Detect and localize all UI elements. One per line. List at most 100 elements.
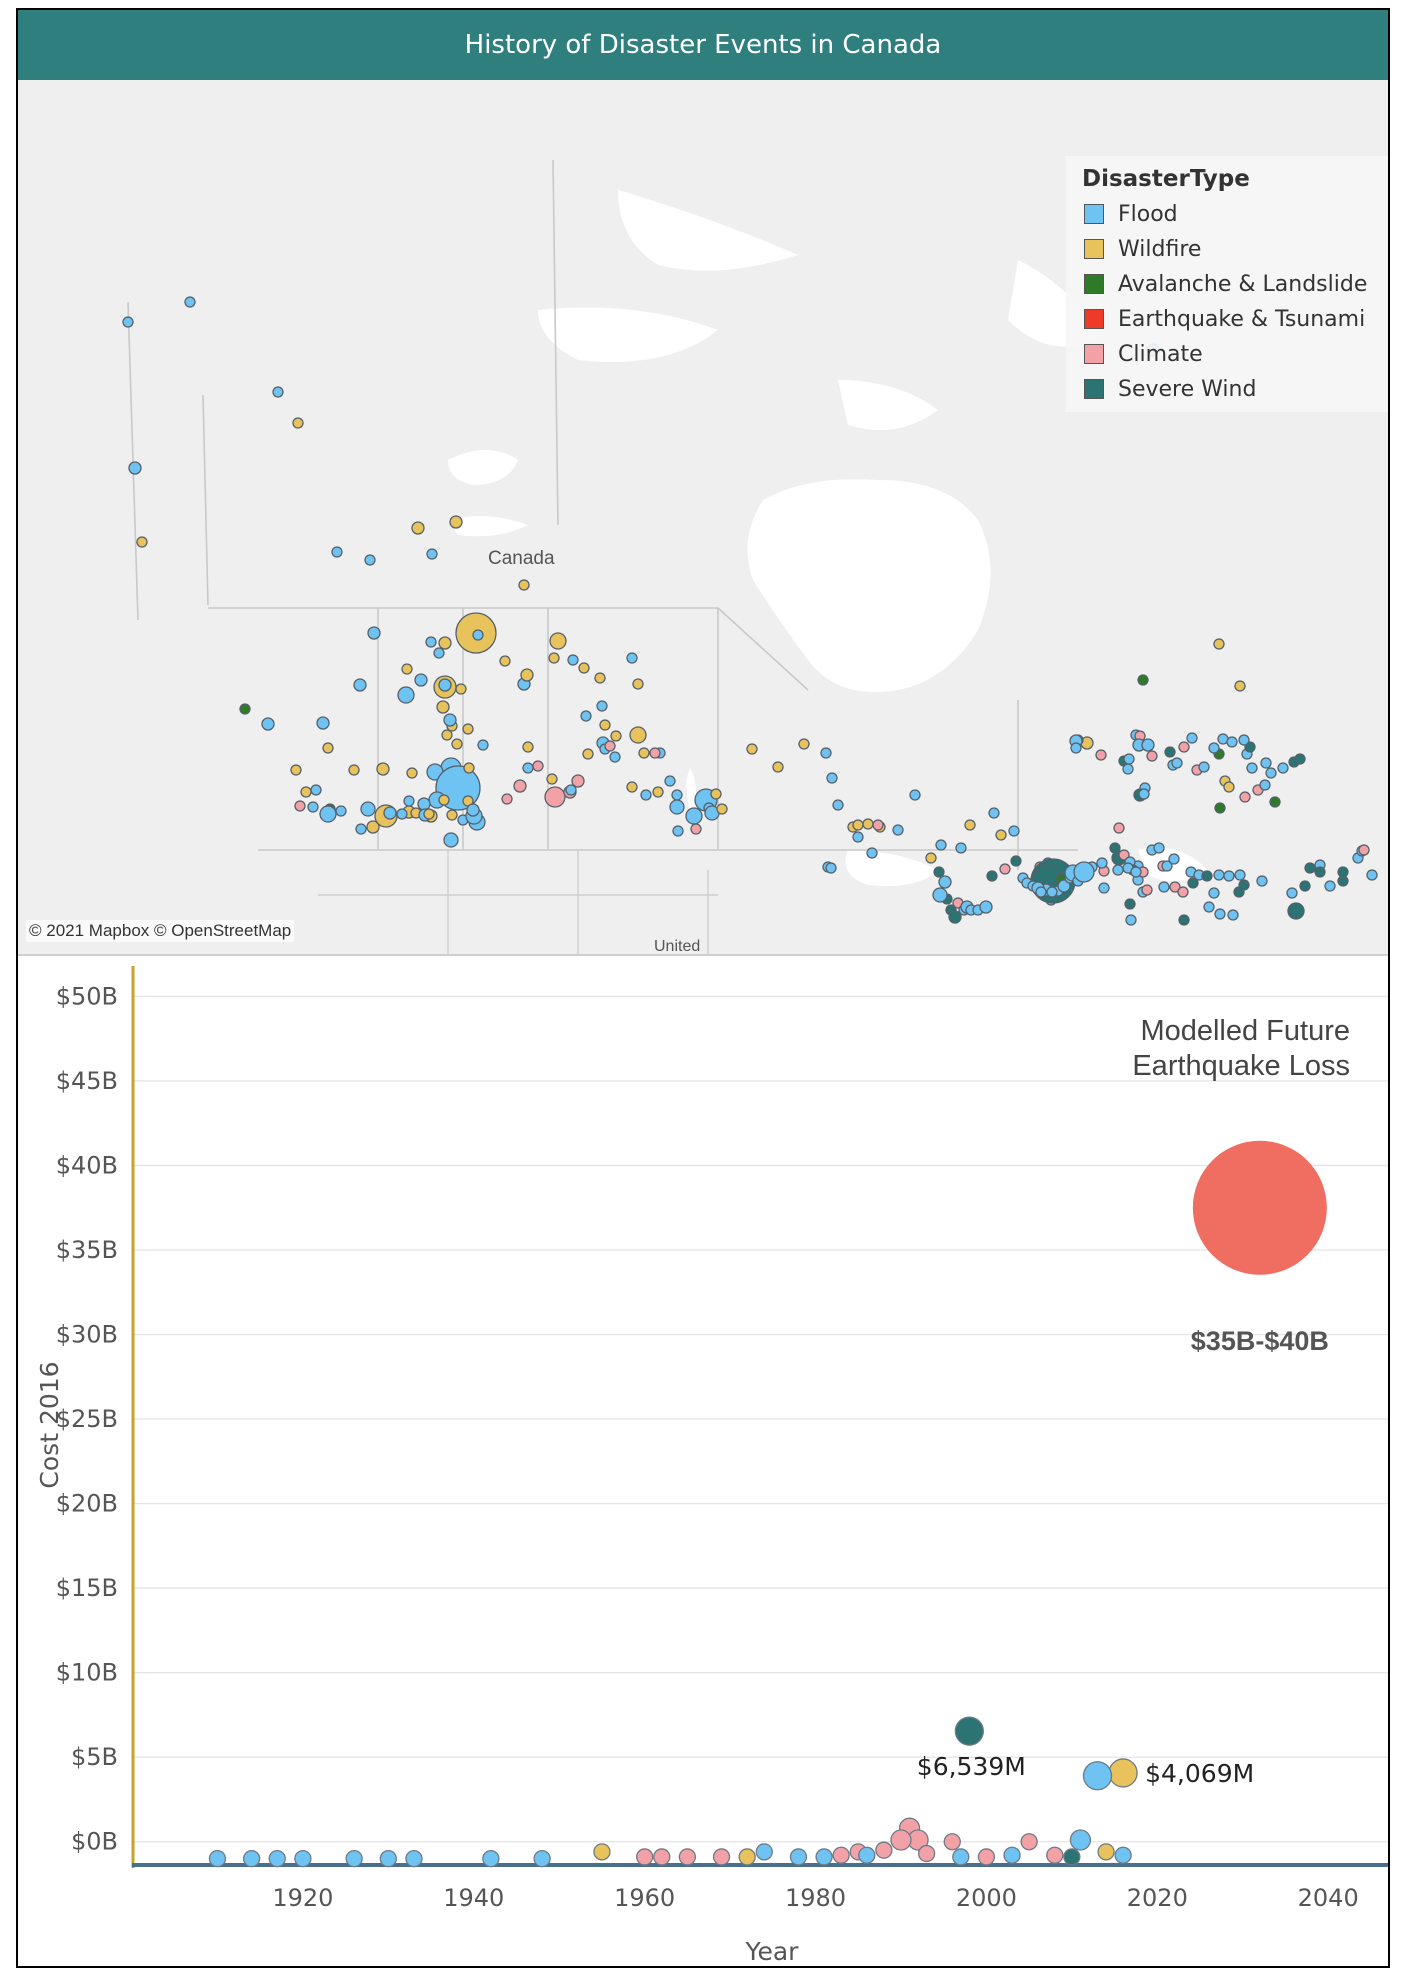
map-event-marker[interactable] xyxy=(239,703,251,715)
cost-event-point[interactable] xyxy=(294,1849,312,1868)
map-event-marker[interactable] xyxy=(596,700,608,712)
map-event-marker[interactable] xyxy=(1244,741,1256,753)
map-event-marker[interactable] xyxy=(1137,674,1149,686)
map-event-marker[interactable] xyxy=(436,700,450,714)
map-event-marker[interactable] xyxy=(825,862,837,874)
map-event-marker[interactable] xyxy=(1169,881,1181,893)
map-event-marker[interactable] xyxy=(449,515,463,529)
map-event-marker[interactable] xyxy=(669,799,685,815)
map-event-marker[interactable] xyxy=(571,774,585,788)
map-event-marker[interactable] xyxy=(383,806,397,820)
cost-event-point[interactable] xyxy=(977,1848,996,1866)
map-event-marker[interactable] xyxy=(938,875,952,889)
cost-event-point[interactable] xyxy=(789,1848,808,1866)
map-event-marker[interactable] xyxy=(1203,901,1215,913)
map-event-marker[interactable] xyxy=(604,740,616,752)
map-event-marker[interactable] xyxy=(1186,732,1198,744)
map-event-marker[interactable] xyxy=(411,521,425,535)
map-event-marker[interactable] xyxy=(1096,857,1108,869)
map-event-marker[interactable] xyxy=(438,678,452,692)
map-event-marker[interactable] xyxy=(1366,869,1378,881)
map-event-marker[interactable] xyxy=(1177,886,1189,898)
map-event-marker[interactable] xyxy=(1227,909,1239,921)
map-event-marker[interactable] xyxy=(1213,869,1225,881)
map-event-marker[interactable] xyxy=(909,789,921,801)
map-event-marker[interactable] xyxy=(1164,746,1176,758)
map-event-marker[interactable] xyxy=(367,626,381,640)
map-event-marker[interactable] xyxy=(307,801,319,813)
cost-event-point[interactable] xyxy=(832,1846,850,1864)
disaster-map[interactable]: Canada United © 2021 Mapbox © OpenStreet… xyxy=(18,80,1388,954)
map-event-marker[interactable] xyxy=(403,795,415,807)
map-event-marker[interactable] xyxy=(1112,864,1124,876)
cost-event-point[interactable] xyxy=(678,1848,697,1866)
cost-event-point[interactable] xyxy=(1063,1848,1081,1866)
map-event-marker[interactable] xyxy=(438,636,452,650)
cost-event-point[interactable] xyxy=(875,1841,893,1859)
map-event-marker[interactable] xyxy=(417,797,431,811)
map-event-marker[interactable] xyxy=(672,825,684,837)
map-event-marker[interactable] xyxy=(1223,781,1235,793)
map-event-marker[interactable] xyxy=(455,683,467,695)
map-event-marker[interactable] xyxy=(1239,791,1251,803)
map-event-marker[interactable] xyxy=(1265,767,1277,779)
map-event-marker[interactable] xyxy=(316,716,330,730)
legend-item-avalanche-landslide[interactable]: Avalanche & Landslide xyxy=(1084,269,1367,299)
map-event-marker[interactable] xyxy=(355,823,367,835)
map-event-marker[interactable] xyxy=(599,719,611,731)
cost-event-point[interactable] xyxy=(268,1849,286,1868)
map-event-marker[interactable] xyxy=(1158,881,1170,893)
map-event-marker[interactable] xyxy=(1198,761,1210,773)
map-event-marker[interactable] xyxy=(1146,750,1158,762)
cost-event-point[interactable] xyxy=(1020,1833,1038,1851)
cost-event-point[interactable] xyxy=(858,1846,876,1864)
map-event-marker[interactable] xyxy=(582,748,594,760)
map-event-marker[interactable] xyxy=(501,793,513,805)
cost-event-point[interactable] xyxy=(1082,1761,1113,1791)
cost-event-point[interactable] xyxy=(242,1849,261,1868)
map-event-marker[interactable] xyxy=(122,316,134,328)
map-event-marker[interactable] xyxy=(1208,887,1220,899)
legend-item-climate[interactable]: Climate xyxy=(1084,339,1203,369)
cost-event-point[interactable] xyxy=(943,1833,961,1851)
map-event-marker[interactable] xyxy=(1178,741,1190,753)
map-event-marker[interactable] xyxy=(955,842,967,854)
map-event-marker[interactable] xyxy=(988,807,1000,819)
map-event-marker[interactable] xyxy=(532,760,544,772)
cost-event-point[interactable] xyxy=(815,1848,833,1866)
map-event-marker[interactable] xyxy=(331,546,343,558)
map-event-marker[interactable] xyxy=(319,805,337,823)
map-event-marker[interactable] xyxy=(567,654,579,666)
map-event-marker[interactable] xyxy=(1124,898,1136,910)
map-event-marker[interactable] xyxy=(522,741,534,753)
map-event-marker[interactable] xyxy=(396,808,408,820)
map-event-marker[interactable] xyxy=(335,805,347,817)
map-event-marker[interactable] xyxy=(1287,902,1305,920)
map-attribution[interactable]: © 2021 Mapbox © OpenStreetMap xyxy=(26,920,295,942)
map-event-marker[interactable] xyxy=(820,747,832,759)
cost-timeline-chart[interactable]: $0B $5B $10B $15B $20B $25B $30B $35B $40B $45B $5… xyxy=(18,956,1388,1966)
map-event-marker[interactable] xyxy=(1214,802,1226,814)
cost-event-point[interactable] xyxy=(1046,1846,1064,1864)
map-event-marker[interactable] xyxy=(1113,822,1125,834)
map-event-marker[interactable] xyxy=(826,772,838,784)
map-event-marker[interactable] xyxy=(852,831,864,843)
map-event-marker[interactable] xyxy=(933,866,945,878)
map-event-marker[interactable] xyxy=(640,789,652,801)
map-event-marker[interactable] xyxy=(772,761,784,773)
map-event-marker[interactable] xyxy=(477,739,489,751)
map-event-marker[interactable] xyxy=(272,386,284,398)
map-event-marker[interactable] xyxy=(1187,877,1199,889)
map-event-marker[interactable] xyxy=(1122,763,1134,775)
legend-item-wildfire[interactable]: Wildfire xyxy=(1084,234,1201,264)
map-event-marker[interactable] xyxy=(1118,849,1130,861)
map-event-marker[interactable] xyxy=(463,762,475,774)
map-event-marker[interactable] xyxy=(1234,869,1246,881)
map-event-marker[interactable] xyxy=(1259,779,1271,791)
map-event-marker[interactable] xyxy=(685,807,703,825)
map-event-marker[interactable] xyxy=(1073,861,1095,883)
map-event-marker[interactable] xyxy=(609,751,621,763)
map-event-marker[interactable] xyxy=(1153,842,1165,854)
map-event-marker[interactable] xyxy=(513,779,527,793)
map-event-marker[interactable] xyxy=(649,747,661,759)
